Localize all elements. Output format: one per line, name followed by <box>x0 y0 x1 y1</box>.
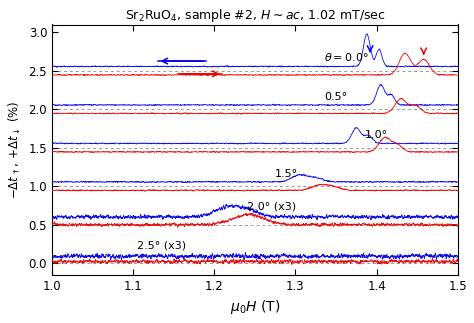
Text: 1.0°: 1.0° <box>365 130 388 141</box>
Title: Sr$_2$RuO$_4$, sample #2, $H \sim ac$, 1.02 mT/sec: Sr$_2$RuO$_4$, sample #2, $H \sim ac$, 1… <box>125 7 385 24</box>
Text: 0.5°: 0.5° <box>324 92 347 102</box>
Y-axis label: $-\Delta t_{\uparrow}$, $+\Delta t_{\downarrow}$ (%): $-\Delta t_{\uparrow}$, $+\Delta t_{\dow… <box>7 100 23 199</box>
X-axis label: $\mu_0 H$ (T): $\mu_0 H$ (T) <box>230 298 280 316</box>
Text: $\theta = 0.0°$: $\theta = 0.0°$ <box>324 51 368 63</box>
Text: 2.5° (x3): 2.5° (x3) <box>137 240 186 250</box>
Text: 2.0° (x3): 2.0° (x3) <box>247 202 296 212</box>
Text: 1.5°: 1.5° <box>275 169 298 179</box>
